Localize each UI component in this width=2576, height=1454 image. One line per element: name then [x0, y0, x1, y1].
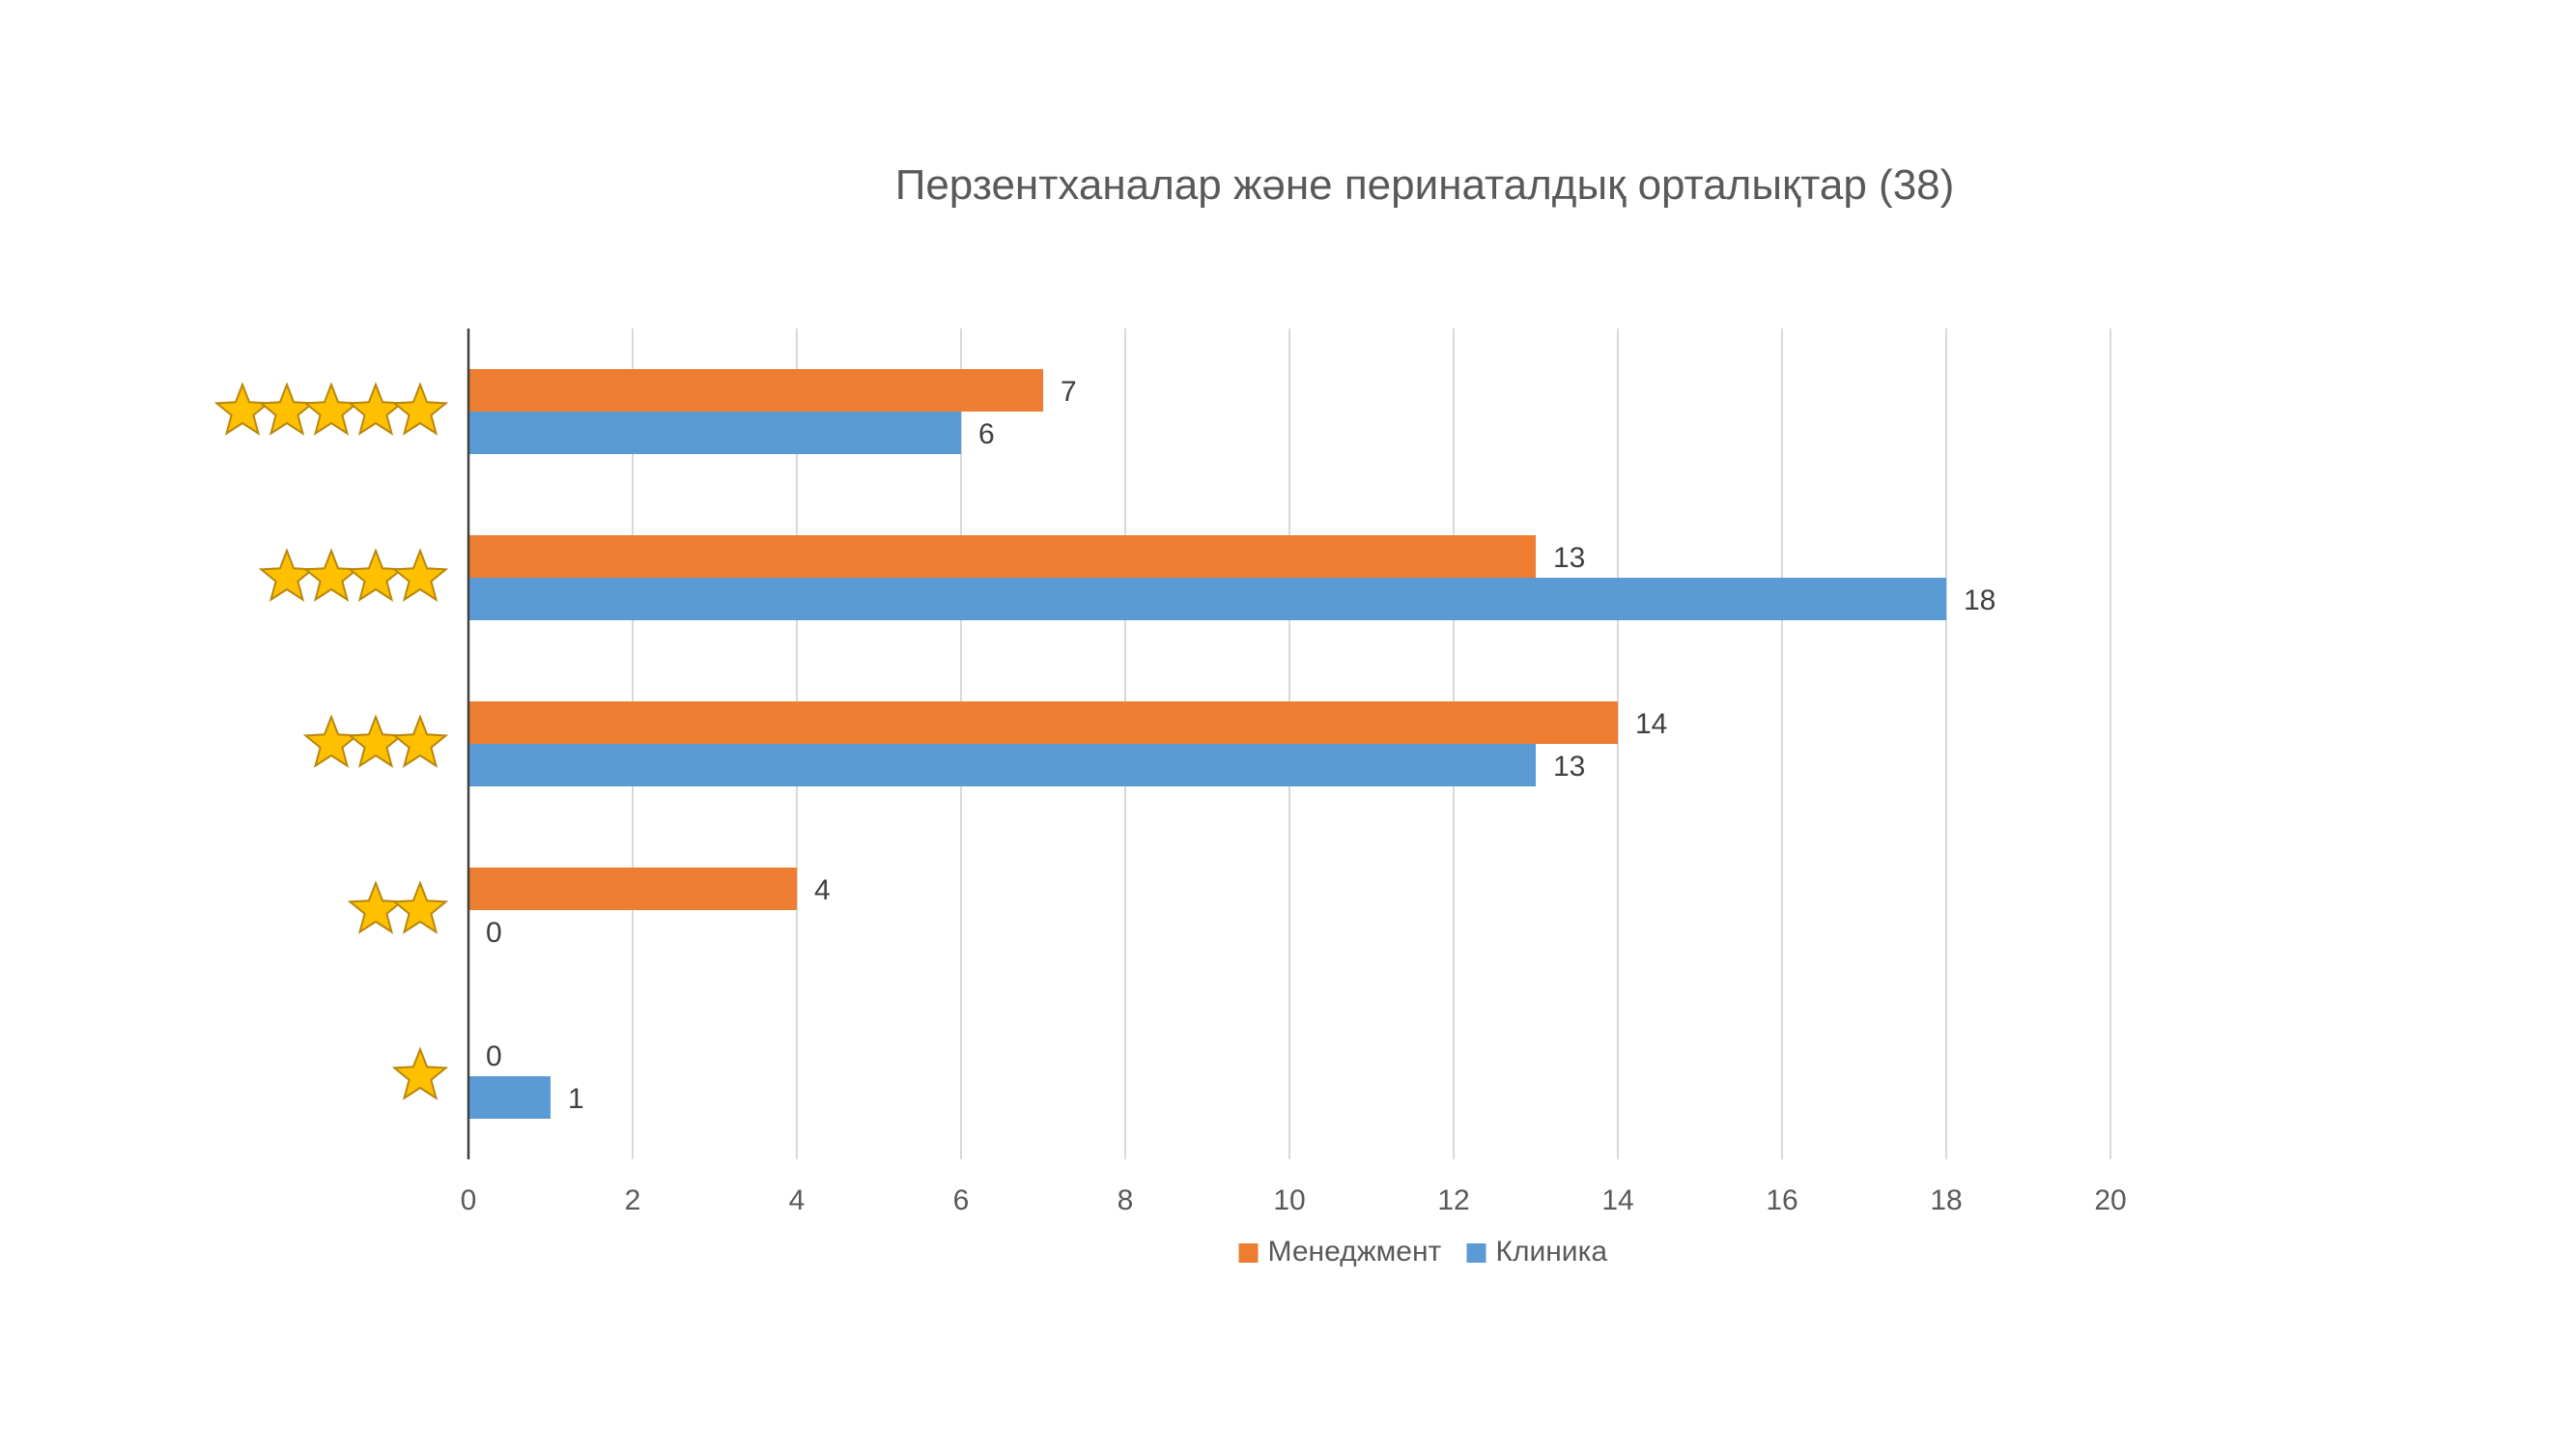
bar[interactable]	[468, 868, 797, 910]
x-tick-label: 20	[2094, 1184, 2126, 1216]
star-icon	[391, 548, 449, 602]
data-label: 4	[814, 874, 831, 906]
legend-label: Менеджмент	[1268, 1236, 1442, 1268]
star-icon	[391, 1046, 449, 1100]
axes: 0 2 4 6 8 10 12 14 16 18 20	[461, 328, 2127, 1216]
data-label: 1	[568, 1083, 584, 1115]
x-tick-label: 16	[1766, 1184, 1798, 1216]
data-label: 14	[1635, 708, 1667, 740]
data-labels: 7 6 13 18 14 13 4 0 0 1	[486, 376, 1996, 1115]
x-tick-label: 8	[1118, 1184, 1134, 1216]
bar[interactable]	[468, 535, 1536, 578]
category-labels	[213, 382, 449, 1100]
x-tick-label: 14	[1601, 1184, 1633, 1216]
bar[interactable]	[468, 744, 1536, 786]
star-icon	[258, 382, 316, 436]
bar[interactable]	[468, 412, 961, 454]
star-icon	[302, 382, 360, 436]
star-icon	[213, 382, 271, 436]
star-icon	[347, 880, 405, 934]
x-tick-label: 18	[1930, 1184, 1962, 1216]
data-label: 0	[486, 1041, 502, 1072]
star-icon	[258, 548, 316, 602]
x-tick-label: 6	[953, 1184, 970, 1216]
bar[interactable]	[468, 701, 1618, 744]
x-tick-label: 0	[461, 1184, 477, 1216]
data-label: 0	[486, 917, 502, 949]
star-icon	[347, 548, 405, 602]
star-icon	[391, 880, 449, 934]
star-icon	[302, 714, 360, 768]
data-label: 13	[1553, 751, 1585, 783]
star-icon	[302, 548, 360, 602]
star-icon	[391, 382, 449, 436]
legend[interactable]: Менеджмент Клиника	[1238, 1236, 1608, 1268]
legend-item[interactable]: Клиника	[1466, 1236, 1608, 1268]
bars	[468, 369, 1946, 1119]
five-stars-icon	[213, 382, 449, 436]
bar[interactable]	[468, 578, 1946, 620]
three-stars-icon	[302, 714, 449, 768]
star-icon	[347, 382, 405, 436]
legend-swatch	[1466, 1243, 1486, 1263]
x-tick-label: 4	[789, 1184, 806, 1216]
one-star-icon	[391, 1046, 449, 1100]
x-tick-label: 2	[625, 1184, 641, 1216]
x-tick-label: 12	[1437, 1184, 1469, 1216]
data-label: 18	[1964, 584, 1996, 616]
four-stars-icon	[258, 548, 449, 602]
star-icon	[391, 714, 449, 768]
legend-item[interactable]: Менеджмент	[1238, 1236, 1442, 1268]
chart-title: Перзентханалар және перинаталдық орталық…	[895, 161, 1955, 209]
bar[interactable]	[468, 1076, 551, 1119]
data-label: 13	[1553, 542, 1585, 574]
data-label: 7	[1061, 376, 1077, 408]
two-stars-icon	[347, 880, 449, 934]
x-tick-label: 10	[1273, 1184, 1305, 1216]
legend-swatch	[1238, 1243, 1259, 1263]
data-label: 6	[978, 418, 995, 450]
star-icon	[347, 714, 405, 768]
legend-label: Клиника	[1496, 1236, 1608, 1268]
bar[interactable]	[468, 369, 1043, 412]
